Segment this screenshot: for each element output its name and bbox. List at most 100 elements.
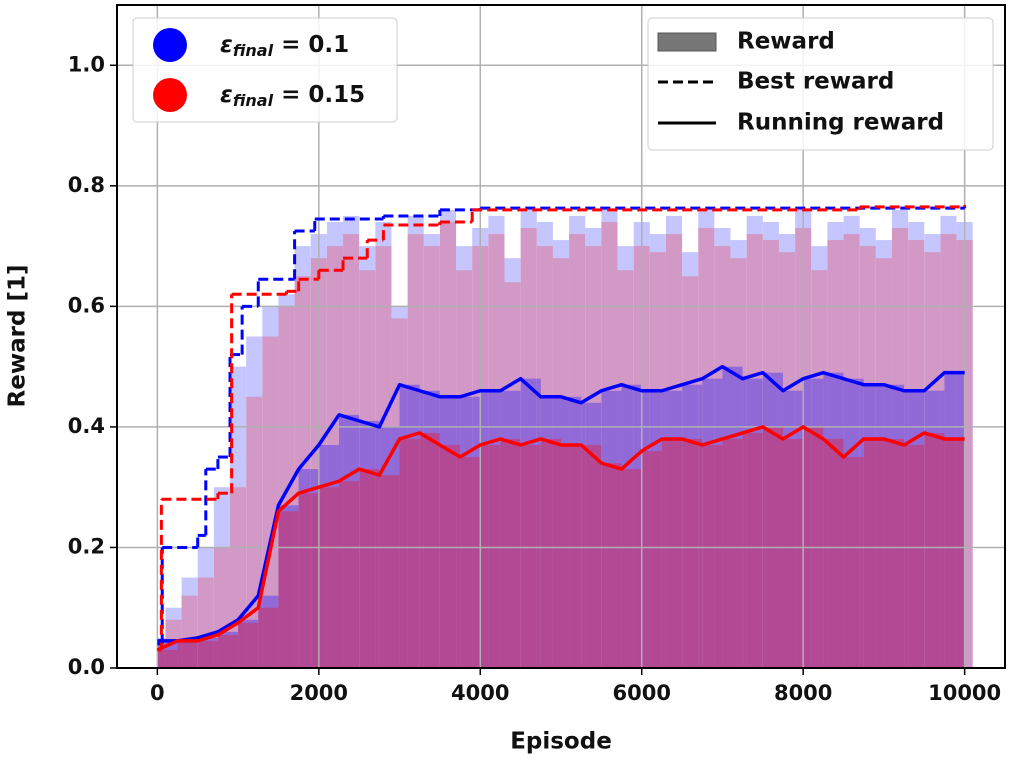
reward-bar [326,246,344,668]
reward-bar [617,270,634,668]
reward-bars [157,221,973,669]
reward-bars [157,209,973,669]
reward-density [702,444,723,668]
reward-bar [520,209,537,668]
reward-density [944,372,965,668]
legend-subscript: final [233,91,274,110]
legend-label: εfinal = 0.1 [220,32,349,60]
reward-density [803,378,824,668]
reward-bar [181,595,198,668]
y-tick-label: 0.4 [68,414,105,438]
legend-subscript: final [233,41,274,60]
reward-density [197,640,218,668]
reward-density [581,444,602,668]
reward-density [823,372,844,668]
reward-density [601,390,622,668]
reward-bar [891,209,909,668]
legend-label: Reward [737,29,835,55]
reward-bar [827,240,844,668]
legend-value: = 0.1 [273,32,349,58]
reward-bar [940,234,957,668]
reward-density [783,390,804,668]
reward-density [339,481,360,668]
reward-bar [875,258,892,668]
x-tick-label: 8000 [774,681,832,705]
x-tick-label: 4000 [451,681,509,705]
reward-bar [439,221,457,668]
reward-bar [682,276,699,668]
reward-bar [843,215,860,669]
reward-bar [762,240,779,668]
reward-bar [698,228,715,668]
reward-bar [278,306,295,668]
reward-density [278,511,299,668]
reward-density [520,378,541,668]
reward-bar [197,577,214,668]
reward-bar [778,234,796,668]
running-reward-line [156,425,965,652]
reward-bar [536,246,553,668]
reward-density [177,640,198,668]
reward-density [399,384,420,668]
reward-density [641,390,662,668]
reward-density [904,390,925,668]
reward-density [863,438,884,668]
reward-density [217,631,239,668]
legend-marker [153,78,187,112]
reward-bar [456,270,473,668]
reward-bar [569,215,586,669]
reward-density [318,487,339,668]
reward-bar [682,252,699,669]
reward-bar [649,252,666,669]
reward-density [904,444,925,668]
reward-density [419,432,440,668]
reward-bar [278,294,295,668]
reward-bar [504,258,521,668]
reward-bar [213,547,231,668]
reward-bar [294,246,311,668]
reward-bar [714,246,731,668]
reward-density [722,438,743,668]
reward-bar [552,240,570,668]
reward-bar [601,209,618,668]
reward-density [722,366,743,668]
running-reward-line [157,364,965,643]
reward-density [641,451,662,668]
reward-bar [649,234,666,668]
reward-density [561,444,582,668]
reward-bar [908,240,925,668]
reward-bar [665,234,683,668]
reward-bar [326,221,344,668]
reward-density [540,438,561,668]
reward-bar [165,607,182,668]
legend-label: Best reward [737,69,894,95]
reward-bar [859,228,876,668]
reward-density [238,619,259,668]
y-tick-label: 0.8 [68,173,105,197]
reward-density [399,438,420,668]
x-tick-label: 0 [150,681,165,705]
reward-density [439,444,461,668]
reward-bar [762,221,779,668]
reward-bar [488,234,505,668]
reward-density [217,634,239,668]
reward-bar [859,246,876,668]
reward-bar [908,221,925,668]
reward-bar [375,221,392,668]
reward-density [298,493,319,668]
x-tick-label: 6000 [613,681,671,705]
reward-density [924,390,945,668]
reward-density [863,384,884,668]
legend-marker [153,28,187,62]
reward-density [823,438,844,668]
reward-density [500,390,521,668]
reward-bar [601,221,618,668]
reward-bar [359,246,376,668]
reward-bar [246,336,263,668]
reward-density [379,475,400,668]
reward-bar [552,258,570,668]
reward-bar [359,270,376,668]
reward-bar [617,246,634,668]
reward-bar [940,215,957,669]
